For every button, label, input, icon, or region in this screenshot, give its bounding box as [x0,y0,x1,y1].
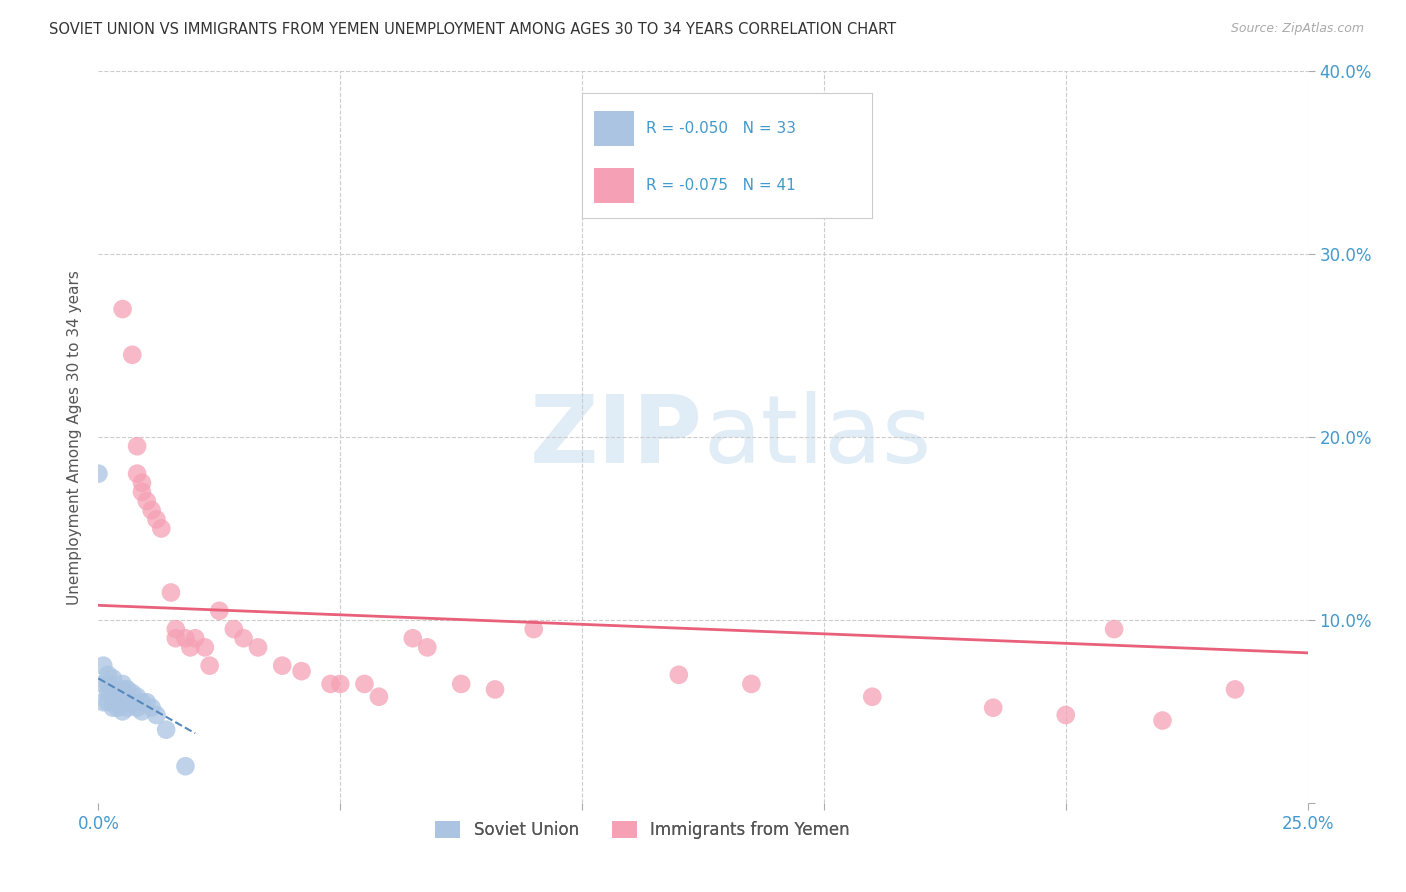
Point [179,640,201,655]
Point [165,632,187,646]
Point [117,691,139,706]
Point [97,695,120,709]
Point [668,667,690,681]
Point [523,622,546,636]
Point [247,640,270,655]
Point [319,677,342,691]
Point [107,686,129,700]
Point [740,677,762,691]
Point [1223,682,1246,697]
Point [141,700,163,714]
Point [416,640,439,655]
Point [127,690,149,704]
Point [160,585,183,599]
Point [860,690,883,704]
Point [117,682,139,697]
Point [101,682,124,697]
Point [111,677,134,691]
Point [1152,714,1174,728]
Text: SOVIET UNION VS IMMIGRANTS FROM YEMEN UNEMPLOYMENT AMONG AGES 30 TO 34 YEARS COR: SOVIET UNION VS IMMIGRANTS FROM YEMEN UN… [49,22,897,37]
Point [111,301,134,317]
Point [91,658,114,673]
Point [135,494,157,508]
Point [97,677,120,691]
Text: atlas: atlas [703,391,931,483]
Point [155,723,177,737]
Point [329,677,352,691]
Point [145,512,167,526]
Point [107,690,129,704]
Point [131,485,153,500]
Point [111,695,134,709]
Point [107,700,129,714]
Point [121,686,143,700]
Point [131,705,153,719]
Point [127,439,149,453]
Point [174,759,197,773]
Point [127,467,149,481]
Point [117,700,139,714]
Point [222,622,245,636]
Point [91,677,114,691]
Point [101,690,124,704]
Point [111,682,134,697]
Text: Source: ZipAtlas.com: Source: ZipAtlas.com [1230,22,1364,36]
Point [184,632,207,646]
Point [97,686,120,700]
Point [368,690,391,704]
Point [1054,708,1077,723]
Point [290,664,312,678]
Point [174,632,197,646]
Point [402,632,425,646]
Point [165,622,187,636]
Point [271,658,294,673]
Point [101,700,124,714]
Point [450,677,472,691]
Point [981,700,1004,714]
Point [194,640,217,655]
Point [127,700,149,714]
Y-axis label: Unemployment Among Ages 30 to 34 years: Unemployment Among Ages 30 to 34 years [67,269,83,605]
Point [101,672,124,686]
Point [141,503,163,517]
Point [131,695,153,709]
Point [135,695,157,709]
Text: ZIP: ZIP [530,391,703,483]
Point [91,695,114,709]
Point [87,467,110,481]
Point [121,695,143,709]
Point [484,682,506,697]
Point [131,475,153,490]
Point [353,677,375,691]
Point [145,708,167,723]
Point [232,632,254,646]
Point [208,604,231,618]
Point [111,705,134,719]
Point [150,521,173,535]
Legend: Soviet Union, Immigrants from Yemen: Soviet Union, Immigrants from Yemen [429,814,856,846]
Point [198,658,221,673]
Point [1102,622,1125,636]
Point [121,348,143,362]
Point [97,667,120,681]
